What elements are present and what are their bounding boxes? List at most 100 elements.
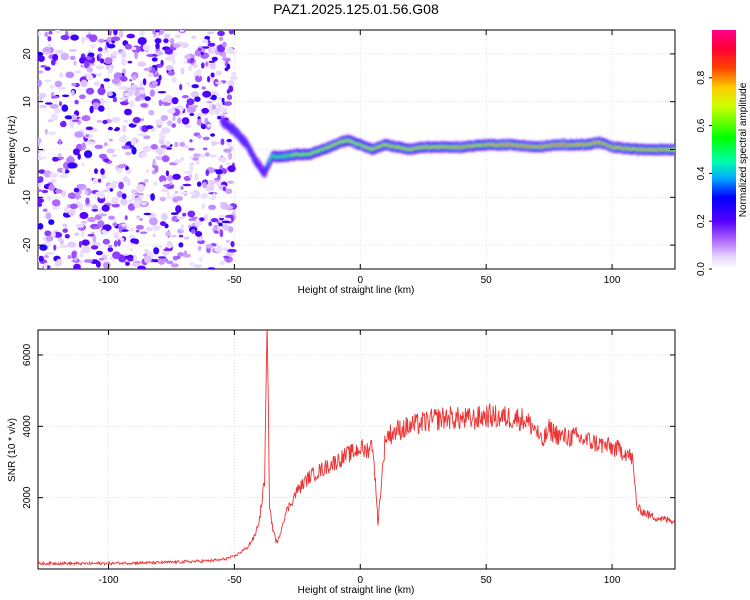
noise-speckle (189, 164, 194, 173)
noise-speckle (221, 52, 227, 59)
noise-speckle (131, 46, 137, 51)
noise-speckle (191, 216, 199, 219)
noise-speckle (131, 189, 138, 194)
noise-speckle (189, 261, 195, 266)
colorbar-tick-label: 0.0 (696, 262, 707, 276)
noise-speckle (221, 220, 231, 224)
noise-speckle (85, 126, 94, 131)
noise-speckle (186, 98, 195, 106)
noise-speckle (148, 217, 158, 226)
snr-x-label: Height of straight line (km) (298, 585, 415, 596)
noise-speckle (66, 156, 75, 165)
noise-speckle (73, 187, 80, 193)
noise-speckle (178, 242, 184, 248)
noise-speckle (175, 34, 181, 39)
noise-speckle (135, 224, 144, 230)
noise-speckle (96, 120, 103, 123)
noise-speckle (209, 103, 212, 112)
noise-speckle (112, 50, 118, 57)
x-tick-label: 0 (357, 275, 363, 286)
noise-speckle (226, 89, 231, 94)
noise-speckle (92, 234, 97, 243)
noise-speckle (111, 78, 120, 85)
noise-speckle (176, 216, 185, 220)
noise-speckle (197, 134, 202, 139)
noise-speckle (57, 87, 67, 90)
noise-speckle (139, 30, 145, 37)
noise-speckle (47, 119, 53, 123)
noise-speckle (207, 267, 216, 269)
noise-speckle (210, 62, 216, 69)
noise-speckle (94, 168, 98, 175)
noise-speckle (47, 36, 52, 42)
noise-speckle (47, 195, 52, 202)
noise-speckle (118, 225, 123, 233)
noise-speckle (179, 141, 186, 147)
noise-speckle (48, 184, 56, 191)
noise-speckle (78, 203, 84, 211)
noise-speckle (89, 34, 98, 43)
noise-speckle (220, 138, 225, 146)
noise-speckle (183, 236, 190, 240)
noise-speckle (99, 192, 106, 199)
noise-speckle (225, 188, 233, 194)
noise-speckle (155, 50, 164, 56)
noise-speckle (155, 147, 165, 155)
noise-speckle (134, 51, 139, 60)
noise-speckle (104, 57, 113, 65)
noise-speckle (89, 105, 94, 114)
noise-speckle (60, 121, 67, 128)
y-tick-label: 0 (22, 146, 33, 152)
noise-speckle (64, 115, 73, 120)
noise-speckle (132, 116, 141, 124)
noise-speckle (205, 61, 209, 67)
noise-speckle (81, 229, 85, 237)
noise-speckle (172, 115, 176, 121)
noise-speckle (95, 72, 102, 77)
noise-speckle (95, 65, 105, 70)
noise-speckle (97, 178, 102, 183)
noise-speckle (79, 94, 86, 100)
noise-speckle (84, 61, 90, 69)
snr-x-ticks: -100 -50 0 50 100 (98, 330, 621, 586)
noise-speckle (69, 49, 77, 52)
noise-speckle (74, 69, 81, 74)
noise-speckle (120, 76, 128, 82)
noise-speckle (193, 264, 203, 268)
noise-speckle (65, 71, 75, 79)
noise-speckle (118, 136, 128, 143)
noise-speckle (113, 240, 118, 248)
noise-speckle (198, 256, 203, 262)
noise-speckle (117, 164, 125, 169)
noise-speckle (140, 103, 148, 108)
noise-speckle (38, 223, 44, 230)
noise-speckle (54, 80, 62, 88)
noise-speckle (71, 114, 78, 120)
y-tick-label: -20 (22, 237, 33, 252)
noise-speckle (194, 220, 202, 227)
noise-speckle (43, 255, 50, 259)
noise-speckle (214, 107, 221, 114)
noise-speckle (191, 35, 197, 40)
noise-speckle (215, 93, 220, 97)
noise-speckle (143, 212, 152, 216)
noise-speckle (44, 66, 51, 71)
noise-speckle (159, 196, 166, 201)
noise-speckle (228, 152, 233, 160)
noise-speckle (167, 120, 173, 127)
noise-speckle (48, 219, 55, 225)
noise-speckle (180, 30, 184, 33)
noise-speckle (165, 170, 169, 177)
noise-speckle (58, 72, 64, 78)
noise-speckle (107, 247, 114, 253)
noise-speckle (192, 62, 198, 69)
noise-speckle (170, 212, 179, 216)
noise-speckle (81, 162, 85, 167)
noise-speckle (222, 186, 226, 192)
noise-speckle (98, 208, 102, 214)
noise-speckles (38, 30, 238, 269)
noise-speckle (38, 55, 45, 62)
noise-speckle (175, 205, 182, 214)
x-tick-label: -50 (227, 575, 242, 586)
